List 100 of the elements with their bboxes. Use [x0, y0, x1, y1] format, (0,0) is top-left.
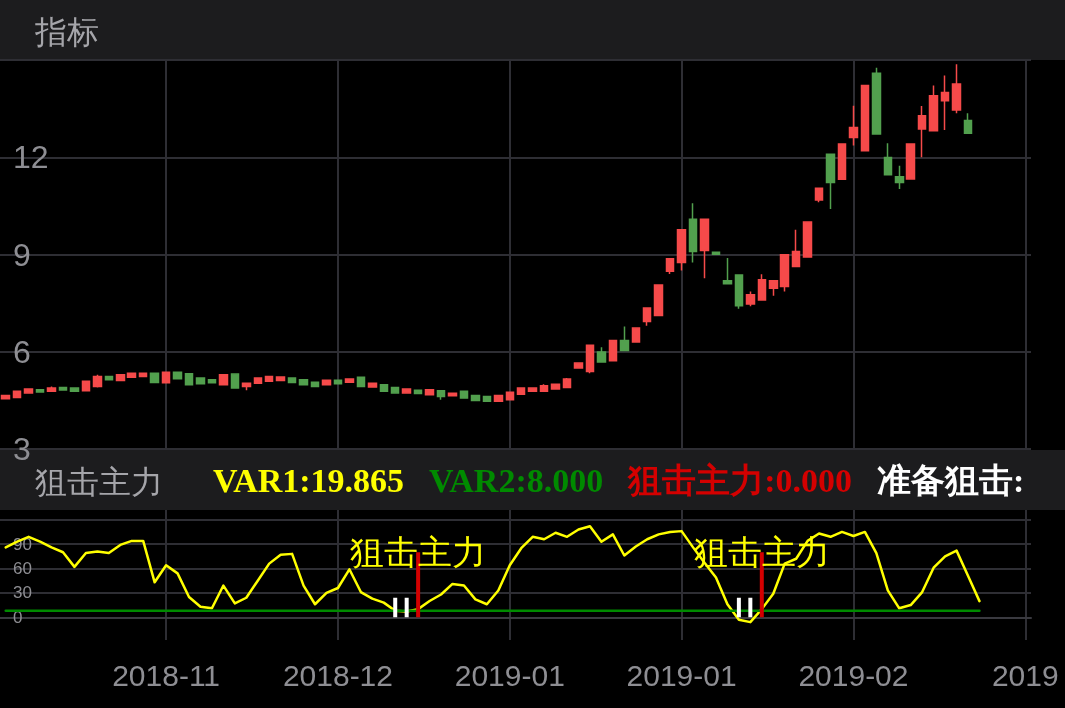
candlestick	[447, 392, 458, 397]
candlestick	[424, 388, 435, 396]
x-tick-label: 2018-12	[282, 658, 393, 692]
x-tick-label: 2018-11	[112, 658, 221, 692]
candlestick	[917, 105, 927, 158]
text: VAR2:8.000	[429, 461, 604, 499]
candlestick	[745, 290, 756, 308]
candlestick	[711, 251, 721, 255]
candlestick	[734, 274, 744, 310]
candlestick	[241, 382, 252, 392]
candlestick	[848, 104, 859, 147]
candlestick	[871, 67, 882, 135]
candlestick	[905, 143, 916, 180]
y-tick-label: 3	[13, 431, 31, 467]
candlestick	[333, 379, 343, 385]
x-tick-label: 2019-02	[798, 658, 909, 692]
candlestick	[802, 221, 813, 258]
candlestick	[149, 372, 160, 384]
candlestick	[207, 378, 217, 384]
candlestick	[470, 394, 481, 402]
y-tick-label: 30	[13, 583, 32, 603]
candlestick	[401, 388, 412, 394]
candlestick	[92, 374, 103, 389]
text: 准备狙击:	[877, 461, 1025, 499]
candlestick	[642, 307, 652, 327]
candlestick	[791, 229, 801, 268]
candlestick	[940, 74, 950, 131]
candlestick	[814, 187, 824, 204]
chart-title: 指标	[34, 14, 99, 50]
y-tick-label: 60	[13, 559, 32, 578]
y-tick-label: 9	[13, 236, 31, 273]
candlestick	[860, 84, 870, 153]
candlestick	[58, 386, 68, 391]
candlestick	[436, 389, 446, 401]
candlestick	[722, 257, 733, 285]
candlestick	[195, 377, 206, 385]
candlestick	[653, 284, 664, 317]
candlestick	[253, 377, 263, 384]
candlestick	[539, 383, 549, 393]
y-tick-label: 6	[13, 333, 31, 370]
data-label: 狙击主力	[350, 533, 487, 572]
candlestick	[230, 373, 240, 389]
candlestick	[837, 143, 847, 181]
candlestick	[275, 376, 286, 382]
candlestick	[310, 381, 320, 388]
candlestick	[608, 339, 618, 362]
candlestick	[516, 387, 526, 395]
candlestick	[963, 112, 973, 135]
candlestick	[161, 371, 171, 384]
candlestick	[344, 378, 355, 383]
x-tick-label: 2019-01	[454, 658, 565, 692]
candlestick	[825, 153, 836, 210]
candlestick	[298, 378, 309, 386]
y-tick-label: 12	[13, 139, 49, 176]
candlestick	[35, 388, 45, 393]
candlestick	[757, 273, 767, 301]
candlestick	[883, 142, 893, 176]
candlestick	[81, 380, 91, 392]
text: VAR1:19.865	[213, 461, 405, 499]
candlestick	[928, 84, 939, 132]
candlestick	[482, 395, 492, 403]
candlestick	[894, 164, 905, 190]
candlestick	[619, 325, 630, 352]
candlestick	[596, 346, 607, 363]
candlestick	[321, 379, 332, 386]
candlestick	[573, 362, 584, 369]
candlestick	[527, 387, 538, 393]
candlestick	[951, 63, 962, 114]
candlestick	[379, 384, 389, 393]
candlestick	[356, 376, 366, 388]
candlestick	[585, 344, 595, 374]
line-series	[4, 525, 981, 624]
candlestick	[550, 383, 561, 390]
candlestick	[688, 202, 698, 264]
candlestick	[264, 375, 274, 382]
candlestick	[459, 390, 469, 399]
candlestick	[287, 377, 297, 384]
candlestick	[0, 394, 11, 400]
candlestick	[631, 327, 641, 343]
chart-title: 狙击主力	[35, 464, 163, 500]
candlestick	[493, 394, 504, 403]
x-tick-label: 2019	[991, 658, 1059, 692]
candlestick	[138, 372, 148, 378]
candlestick	[367, 382, 378, 388]
candlestick	[115, 374, 126, 382]
candlestick	[562, 377, 572, 389]
text: 狙击主力:0.000	[627, 461, 853, 499]
candlestick	[126, 372, 137, 379]
candlestick	[699, 218, 710, 279]
candlestick	[172, 371, 183, 380]
candlestick	[184, 373, 194, 386]
candlestick	[69, 387, 80, 393]
candlestick	[665, 257, 675, 275]
candlestick	[768, 280, 779, 297]
candlestick	[23, 388, 34, 394]
data-label: 狙击主力	[693, 533, 830, 572]
candlestick	[218, 374, 229, 386]
candlestick	[676, 229, 687, 272]
x-tick-label: 2019-01	[626, 658, 737, 692]
candlestick	[779, 254, 790, 293]
